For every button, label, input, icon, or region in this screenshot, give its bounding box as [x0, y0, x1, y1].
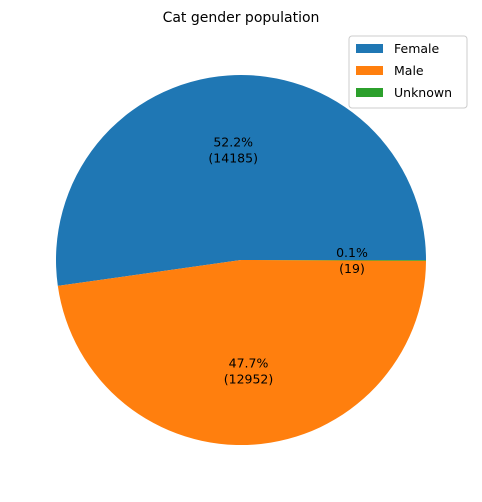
legend-swatch-female [356, 44, 383, 53]
pie-slices [55, 75, 427, 446]
legend-label-unknown: Unknown [394, 85, 452, 100]
legend-swatch-unknown [356, 88, 383, 97]
slice-percent-unknown: 0.1% [336, 245, 368, 260]
slice-percent-male: 47.7% [229, 356, 269, 371]
slice-value-female: (14185) [208, 150, 258, 165]
pie-slice-male [57, 260, 426, 446]
slice-value-male: (12952) [224, 372, 274, 387]
slice-percent-female: 52.2% [213, 134, 253, 149]
slice-label-female: 52.2% (14185) [208, 134, 258, 165]
pie-slice-female [55, 75, 427, 286]
slice-labels: 52.2% (14185) 47.7% (12952) 0.1% (19) [208, 134, 368, 386]
chart-title: Cat gender population [163, 10, 320, 26]
legend: Female Male Unknown [348, 35, 468, 109]
legend-swatch-male [356, 66, 383, 75]
legend-label-female: Female [394, 41, 440, 56]
slice-label-male: 47.7% (12952) [224, 356, 274, 387]
slice-value-unknown: (19) [339, 261, 365, 276]
pie-slice-unknown [241, 260, 427, 261]
legend-label-male: Male [394, 63, 424, 78]
slice-label-unknown: 0.1% (19) [336, 245, 368, 276]
